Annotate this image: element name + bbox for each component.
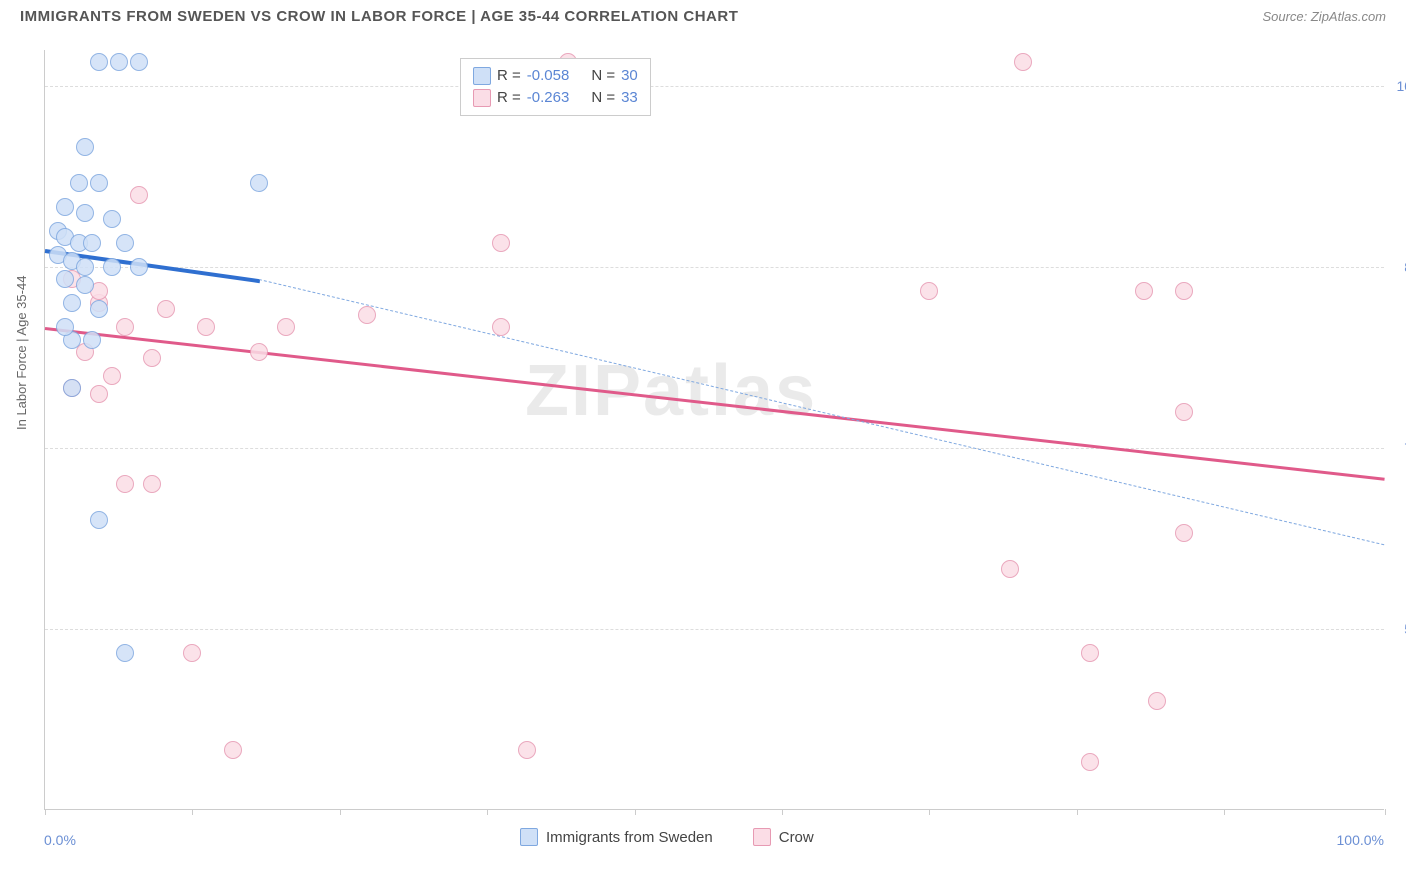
- data-point-crow: [143, 349, 161, 367]
- n-value-sweden: 30: [621, 65, 638, 87]
- data-point-crow: [1148, 692, 1166, 710]
- y-axis-title: In Labor Force | Age 35-44: [14, 276, 29, 430]
- data-point-crow: [183, 644, 201, 662]
- data-point-sweden: [90, 300, 108, 318]
- data-point-sweden: [110, 53, 128, 71]
- y-tick-label: 85.0%: [1389, 259, 1406, 275]
- data-point-crow: [157, 300, 175, 318]
- data-point-sweden: [56, 318, 74, 336]
- data-point-crow: [1081, 753, 1099, 771]
- data-point-crow: [197, 318, 215, 336]
- data-point-sweden: [116, 644, 134, 662]
- data-point-sweden: [90, 174, 108, 192]
- x-tick: [929, 809, 930, 815]
- legend-item-sweden: Immigrants from Sweden: [520, 828, 713, 846]
- gridline: [45, 629, 1384, 630]
- data-point-sweden: [76, 276, 94, 294]
- swatch-sweden-bottom: [520, 828, 538, 846]
- n-prefix: N =: [591, 65, 615, 87]
- x-tick: [192, 809, 193, 815]
- legend-stats-row-sweden: R = -0.058 N = 30: [473, 65, 638, 87]
- y-tick-label: 100.0%: [1389, 78, 1406, 94]
- legend-stats-row-crow: R = -0.263 N = 33: [473, 87, 638, 109]
- data-point-crow: [1135, 282, 1153, 300]
- data-point-crow: [492, 234, 510, 252]
- data-point-crow: [143, 475, 161, 493]
- data-point-sweden: [130, 258, 148, 276]
- chart-plot-area: ZIPatlas 55.0%70.0%85.0%100.0%: [44, 50, 1384, 810]
- data-point-crow: [492, 318, 510, 336]
- x-axis-max-label: 100.0%: [1337, 832, 1384, 848]
- legend-item-crow: Crow: [753, 828, 814, 846]
- data-point-sweden: [63, 379, 81, 397]
- data-point-crow: [103, 367, 121, 385]
- trend-line: [259, 279, 1385, 545]
- legend-stats-box: R = -0.058 N = 30 R = -0.263 N = 33: [460, 58, 651, 116]
- r-value-crow: -0.263: [527, 87, 570, 109]
- data-point-crow: [224, 741, 242, 759]
- x-axis-min-label: 0.0%: [44, 832, 76, 848]
- data-point-sweden: [103, 210, 121, 228]
- data-point-crow: [250, 343, 268, 361]
- data-point-crow: [277, 318, 295, 336]
- n-value-crow: 33: [621, 87, 638, 109]
- y-tick-label: 55.0%: [1389, 621, 1406, 637]
- data-point-crow: [116, 318, 134, 336]
- data-point-sweden: [83, 331, 101, 349]
- x-tick: [45, 809, 46, 815]
- data-point-sweden: [116, 234, 134, 252]
- data-point-crow: [90, 385, 108, 403]
- n-prefix: N =: [591, 87, 615, 109]
- data-point-sweden: [56, 198, 74, 216]
- legend-label-sweden: Immigrants from Sweden: [546, 829, 713, 846]
- swatch-sweden: [473, 67, 491, 85]
- watermark: ZIPatlas: [525, 350, 817, 432]
- data-point-sweden: [90, 511, 108, 529]
- legend-label-crow: Crow: [779, 829, 814, 846]
- data-point-crow: [1081, 644, 1099, 662]
- data-point-sweden: [63, 294, 81, 312]
- x-tick: [635, 809, 636, 815]
- data-point-crow: [116, 475, 134, 493]
- data-point-crow: [920, 282, 938, 300]
- data-point-sweden: [130, 53, 148, 71]
- x-tick: [487, 809, 488, 815]
- r-prefix: R =: [497, 87, 521, 109]
- swatch-crow: [473, 89, 491, 107]
- chart-title: IMMIGRANTS FROM SWEDEN VS CROW IN LABOR …: [20, 8, 738, 25]
- data-point-sweden: [76, 258, 94, 276]
- r-prefix: R =: [497, 65, 521, 87]
- data-point-sweden: [76, 204, 94, 222]
- legend-series: Immigrants from Sweden Crow: [520, 828, 814, 846]
- x-tick: [782, 809, 783, 815]
- data-point-crow: [358, 306, 376, 324]
- data-point-sweden: [103, 258, 121, 276]
- data-point-crow: [1175, 282, 1193, 300]
- data-point-sweden: [70, 174, 88, 192]
- data-point-sweden: [90, 53, 108, 71]
- source-label: Source: ZipAtlas.com: [1262, 9, 1386, 24]
- gridline: [45, 86, 1384, 87]
- x-tick: [1224, 809, 1225, 815]
- data-point-crow: [130, 186, 148, 204]
- data-point-sweden: [56, 270, 74, 288]
- gridline: [45, 267, 1384, 268]
- y-tick-label: 70.0%: [1389, 440, 1406, 456]
- r-value-sweden: -0.058: [527, 65, 570, 87]
- data-point-crow: [1175, 524, 1193, 542]
- x-tick: [340, 809, 341, 815]
- swatch-crow-bottom: [753, 828, 771, 846]
- data-point-crow: [518, 741, 536, 759]
- gridline: [45, 448, 1384, 449]
- data-point-sweden: [250, 174, 268, 192]
- data-point-sweden: [83, 234, 101, 252]
- x-tick: [1077, 809, 1078, 815]
- x-tick: [1385, 809, 1386, 815]
- data-point-sweden: [76, 138, 94, 156]
- data-point-crow: [1014, 53, 1032, 71]
- data-point-crow: [1001, 560, 1019, 578]
- data-point-crow: [1175, 403, 1193, 421]
